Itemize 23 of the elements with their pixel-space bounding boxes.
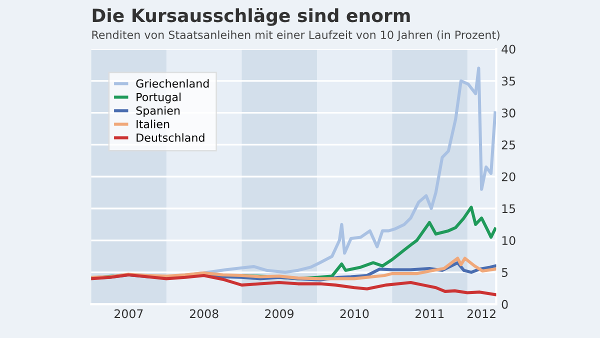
x-tick-label: 2007 <box>114 309 143 318</box>
legend-label: Italien <box>136 120 170 128</box>
chart-subtitle: Renditen von Staatsanleihen mit einer Laufzeit von 10 Jahren (in Prozent) <box>92 30 500 42</box>
y-tick-label: 0 <box>502 300 508 309</box>
y-tick-label: 25 <box>502 140 516 150</box>
x-tick-label: 2008 <box>190 309 218 318</box>
chart-title: Die Kursausschläge sind enorm <box>92 8 410 26</box>
y-tick-label: 20 <box>502 172 516 182</box>
y-tick-label: 35 <box>502 76 516 86</box>
x-tick-label: 2011 <box>416 309 444 318</box>
y-tick-label: 15 <box>502 204 516 214</box>
legend-label: Deutschland <box>136 133 204 142</box>
x-tick-label: 2010 <box>340 309 369 318</box>
y-tick-label: 10 <box>502 236 516 246</box>
legend-label: Spanien <box>136 106 180 117</box>
x-tick-label: 2012 <box>467 309 496 318</box>
legend-label: Griechenland <box>136 79 209 88</box>
y-tick-label: 5 <box>502 268 508 277</box>
line-series <box>91 273 496 296</box>
x-tick-label: 2009 <box>265 309 294 318</box>
legend-label: Portugal <box>136 92 181 104</box>
y-tick-label: 30 <box>502 108 516 118</box>
y-tick-label: 40 <box>502 44 516 54</box>
